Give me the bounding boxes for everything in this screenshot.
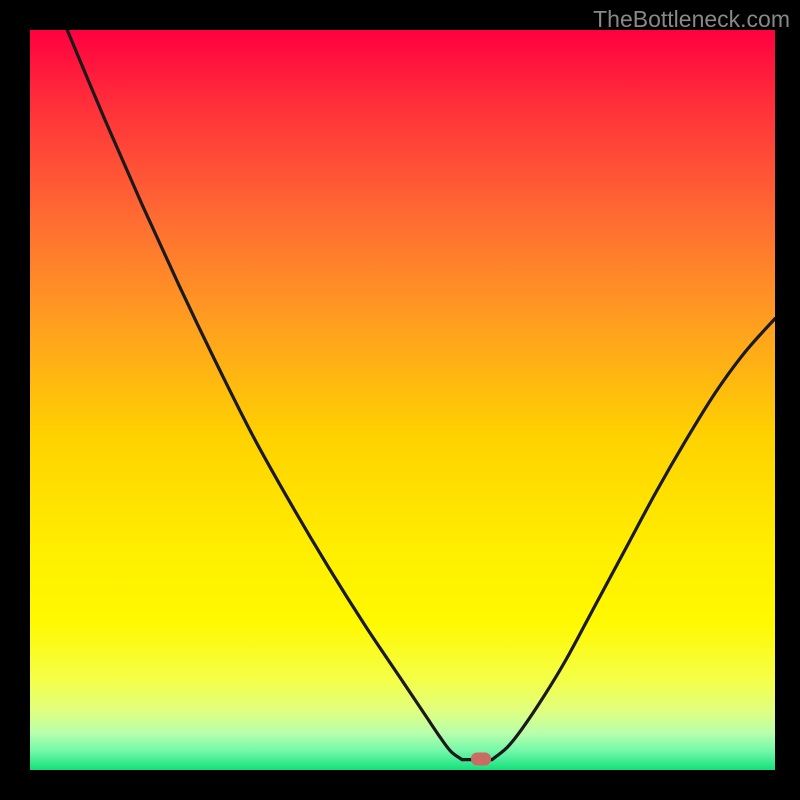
plot-area bbox=[30, 30, 775, 770]
chart-stage: TheBottleneck.com bbox=[0, 0, 800, 800]
optimal-marker bbox=[471, 752, 491, 765]
bottleneck-curve bbox=[30, 30, 775, 770]
watermark-label: TheBottleneck.com bbox=[593, 6, 790, 33]
